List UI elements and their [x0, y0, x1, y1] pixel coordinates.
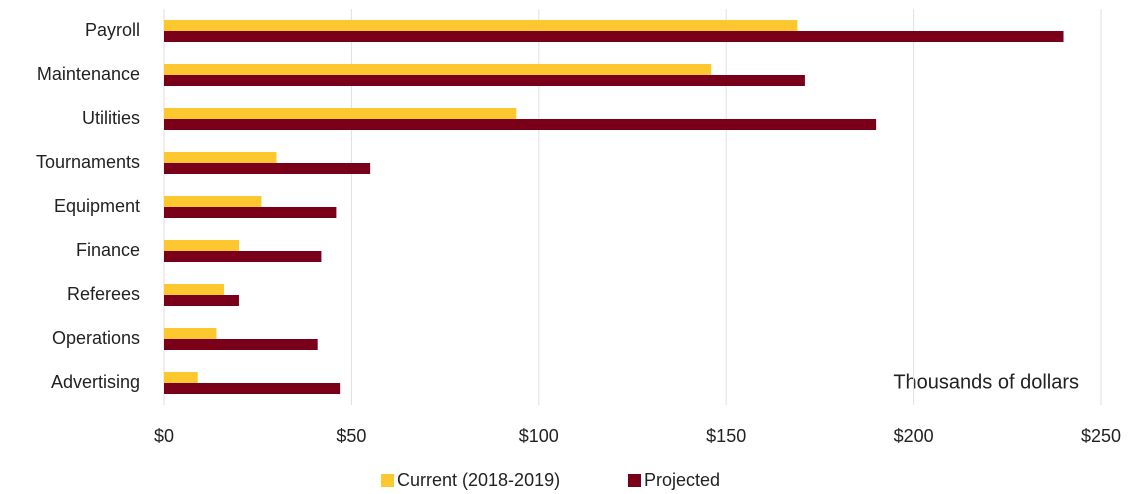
bar	[164, 64, 712, 75]
y-tick-label: Payroll	[85, 20, 140, 40]
legend-label: Current (2018-2019)	[397, 470, 560, 490]
bar	[164, 372, 198, 383]
legend-swatch	[628, 474, 641, 487]
y-tick-label: Finance	[76, 240, 140, 260]
y-tick-label: Equipment	[54, 196, 140, 216]
bar	[164, 295, 239, 306]
annotation: Thousands of dollars	[893, 371, 1079, 393]
bar	[164, 31, 1064, 42]
bar	[164, 75, 805, 86]
y-tick-label: Tournaments	[36, 152, 140, 172]
x-tick-label: $0	[154, 426, 174, 446]
x-tick-label: $100	[519, 426, 559, 446]
bar	[164, 240, 239, 251]
x-tick-label: $150	[706, 426, 746, 446]
legend-label: Projected	[644, 470, 720, 490]
y-tick-label: Utilities	[82, 108, 140, 128]
bar	[164, 196, 262, 207]
bar	[164, 251, 322, 262]
y-tick-label: Maintenance	[37, 64, 140, 84]
bar	[164, 339, 318, 350]
y-tick-label: Referees	[67, 284, 140, 304]
bar	[164, 328, 217, 339]
y-tick-label: Advertising	[51, 372, 140, 392]
x-tick-label: $200	[894, 426, 934, 446]
y-tick-label: Operations	[52, 328, 140, 348]
x-tick-label: $250	[1081, 426, 1121, 446]
x-tick-label: $50	[336, 426, 366, 446]
legend-swatch	[381, 474, 394, 487]
bar	[164, 163, 371, 174]
bar	[164, 119, 877, 130]
bar	[164, 207, 337, 218]
bar	[164, 152, 277, 163]
bar	[164, 383, 341, 394]
bar	[164, 20, 798, 31]
bar	[164, 108, 517, 119]
bar	[164, 284, 224, 295]
